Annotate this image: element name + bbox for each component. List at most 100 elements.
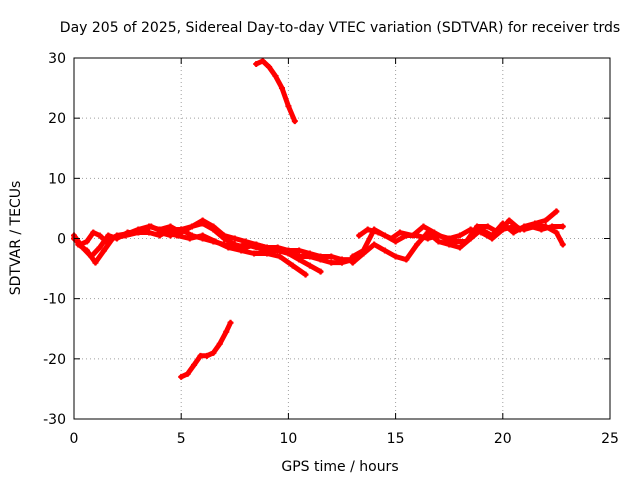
data-point [559, 241, 566, 248]
data-point [238, 247, 245, 254]
data-point [251, 250, 258, 257]
data-point [306, 262, 313, 269]
data-point [296, 247, 303, 254]
data-point [199, 217, 206, 224]
data-point [203, 352, 210, 359]
x-tick-label: 10 [279, 431, 297, 447]
data-point [266, 64, 273, 71]
data-point [210, 223, 217, 230]
x-tick-label: 5 [177, 431, 186, 447]
data-point [446, 241, 453, 248]
data-point [360, 250, 367, 257]
data-point [296, 256, 303, 263]
data-point [96, 232, 103, 239]
data-point [90, 229, 97, 236]
data-point [317, 268, 324, 275]
data-point [349, 259, 356, 266]
data-point [559, 223, 566, 230]
data-point [146, 229, 153, 236]
data-point [516, 226, 523, 233]
y-tick-label: 20 [48, 111, 66, 127]
data-point [263, 244, 270, 251]
data-point [371, 241, 378, 248]
data-point [356, 232, 363, 239]
data-point [527, 223, 534, 230]
data-point [105, 232, 112, 239]
data-point [420, 223, 427, 230]
data-point [302, 271, 309, 278]
data-point [253, 241, 260, 248]
data-point [178, 373, 185, 380]
data-point [231, 235, 238, 242]
data-point [259, 58, 266, 65]
data-point [83, 238, 90, 245]
data-point [553, 229, 560, 236]
data-point [223, 328, 230, 335]
data-point [191, 361, 198, 368]
data-point [456, 232, 463, 239]
data-point [197, 352, 204, 359]
data-point [101, 247, 108, 254]
data-point [272, 73, 279, 80]
data-point [506, 217, 513, 224]
data-point [553, 208, 560, 215]
y-tick-label: 10 [48, 171, 66, 187]
data-point [92, 259, 99, 266]
data-point [274, 244, 281, 251]
data-point [210, 349, 217, 356]
data-point [291, 118, 298, 125]
data-point [186, 235, 193, 242]
data-point [285, 103, 292, 110]
data-point [463, 238, 470, 245]
data-point [392, 238, 399, 245]
data-point [375, 229, 382, 236]
data-point [317, 253, 324, 260]
data-point [253, 61, 260, 68]
data-point [109, 235, 116, 242]
data-point [489, 232, 496, 239]
data-point [549, 223, 556, 230]
data-point [542, 217, 549, 224]
data-point [135, 229, 142, 236]
data-point [96, 244, 103, 251]
data-point [263, 250, 270, 257]
data-point [212, 238, 219, 245]
data-point [75, 241, 82, 248]
data-point [276, 253, 283, 260]
series-track-7 [356, 217, 566, 245]
data-point [495, 229, 502, 236]
data-point [388, 235, 395, 242]
data-point [414, 241, 421, 248]
y-tick-label: -10 [43, 292, 66, 308]
data-point [392, 253, 399, 260]
data-point [409, 232, 416, 239]
data-point [431, 229, 438, 236]
data-point [441, 235, 448, 242]
data-point [381, 247, 388, 254]
data-point [349, 253, 356, 260]
series-track-4 [156, 217, 356, 263]
y-tick-label: 30 [48, 51, 66, 67]
data-point [339, 256, 345, 263]
data-point [328, 259, 335, 266]
data-point [456, 244, 463, 251]
x-axis: 0 5 10 15 20 25 [70, 58, 619, 447]
data-point [199, 232, 206, 239]
series-track-8 [253, 58, 298, 125]
x-tick-label: 20 [494, 431, 512, 447]
x-tick-label: 0 [70, 431, 79, 447]
data-point [403, 256, 410, 263]
y-axis-label: SDTVAR / TECUs [8, 181, 24, 296]
data-point [216, 340, 223, 347]
y-tick-label: -20 [43, 352, 66, 368]
data-point [452, 238, 459, 245]
data-point [285, 247, 292, 254]
data-points [71, 58, 566, 380]
y-tick-label: 0 [57, 232, 66, 248]
y-axis: -30 -20 -10 0 10 20 30 [43, 51, 610, 428]
x-tick-label: 15 [387, 431, 405, 447]
data-point [122, 232, 129, 239]
data-point [227, 319, 234, 326]
